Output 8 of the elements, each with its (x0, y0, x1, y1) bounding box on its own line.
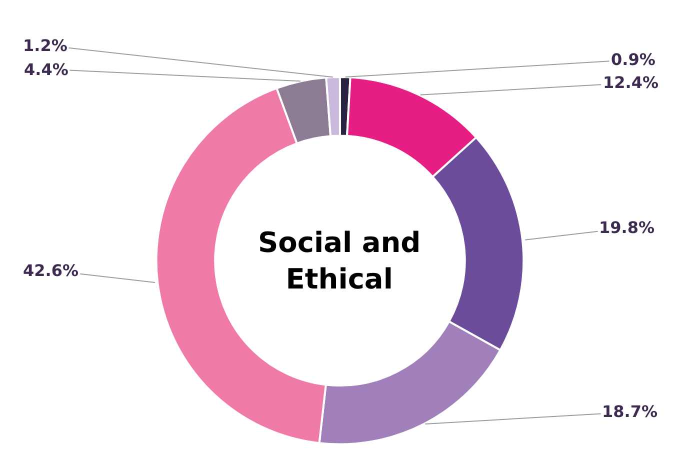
data-label: 12.4% (603, 73, 659, 92)
data-label: 4.4% (24, 60, 68, 79)
data-label: 19.8% (599, 218, 655, 237)
data-label: 18.7% (602, 402, 658, 421)
text: Social and Ethical (258, 226, 421, 296)
data-label: 0.9% (611, 50, 656, 69)
data-label: 42.6% (23, 261, 79, 280)
data-label: 1.2% (23, 36, 68, 55)
